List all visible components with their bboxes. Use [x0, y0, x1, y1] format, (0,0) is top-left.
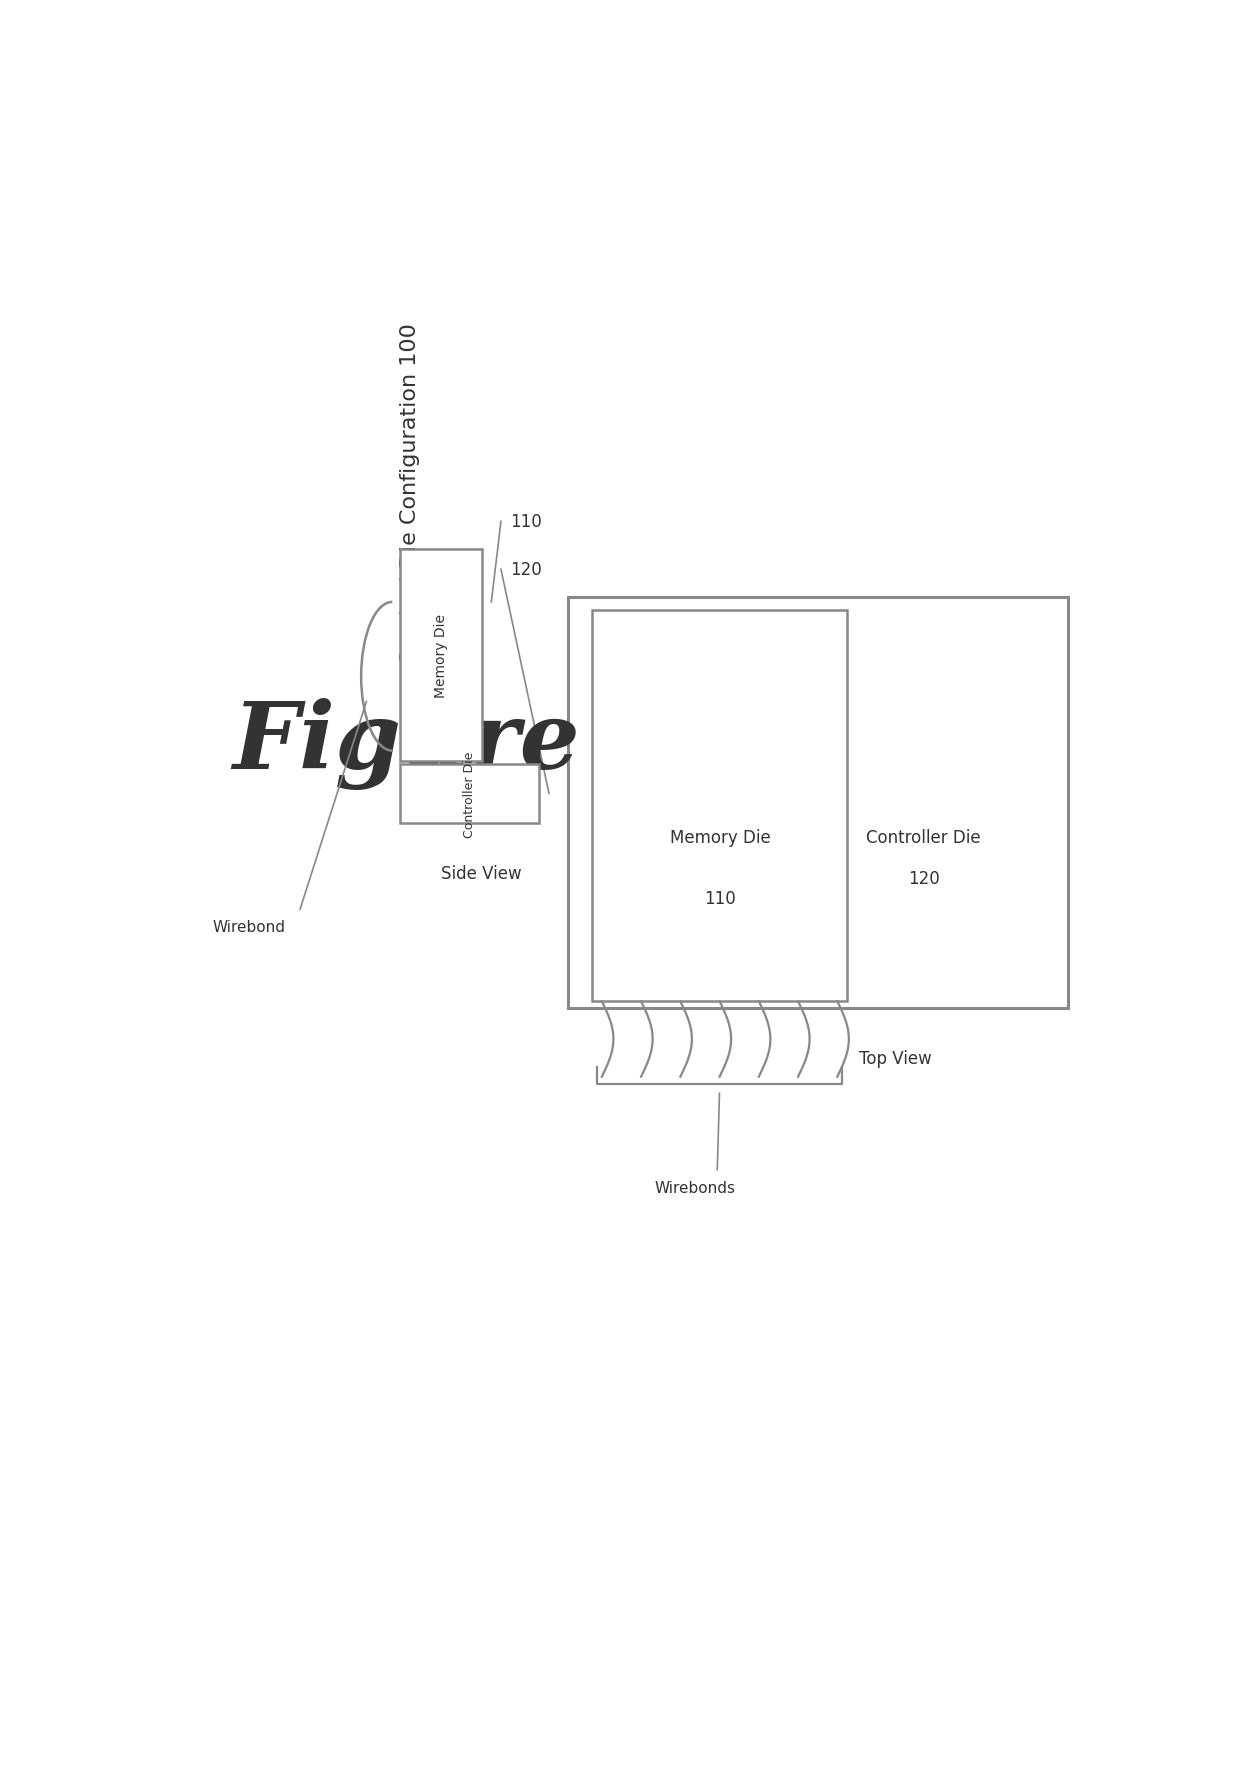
Text: 120: 120: [908, 869, 940, 888]
Text: Top View: Top View: [858, 1050, 931, 1068]
Bar: [401, 765, 539, 824]
Text: 110: 110: [704, 890, 737, 908]
Text: Wirebonds: Wirebonds: [655, 1180, 735, 1194]
Text: Memory Die: Memory Die: [434, 614, 448, 698]
Bar: [593, 611, 847, 1002]
Bar: [568, 598, 1068, 1009]
Bar: [401, 550, 481, 762]
Text: Controller Die: Controller Die: [867, 828, 981, 846]
Text: 110: 110: [511, 513, 542, 530]
Text: Side View: Side View: [441, 865, 522, 883]
Text: Figure 1: Figure 1: [232, 698, 678, 789]
Text: Stacked Die Configuration 100: Stacked Die Configuration 100: [401, 324, 420, 664]
Text: Memory Die: Memory Die: [670, 828, 770, 846]
Text: Controller Die: Controller Die: [464, 751, 476, 837]
Text: Wirebond: Wirebond: [213, 920, 285, 934]
Text: 120: 120: [511, 561, 542, 579]
